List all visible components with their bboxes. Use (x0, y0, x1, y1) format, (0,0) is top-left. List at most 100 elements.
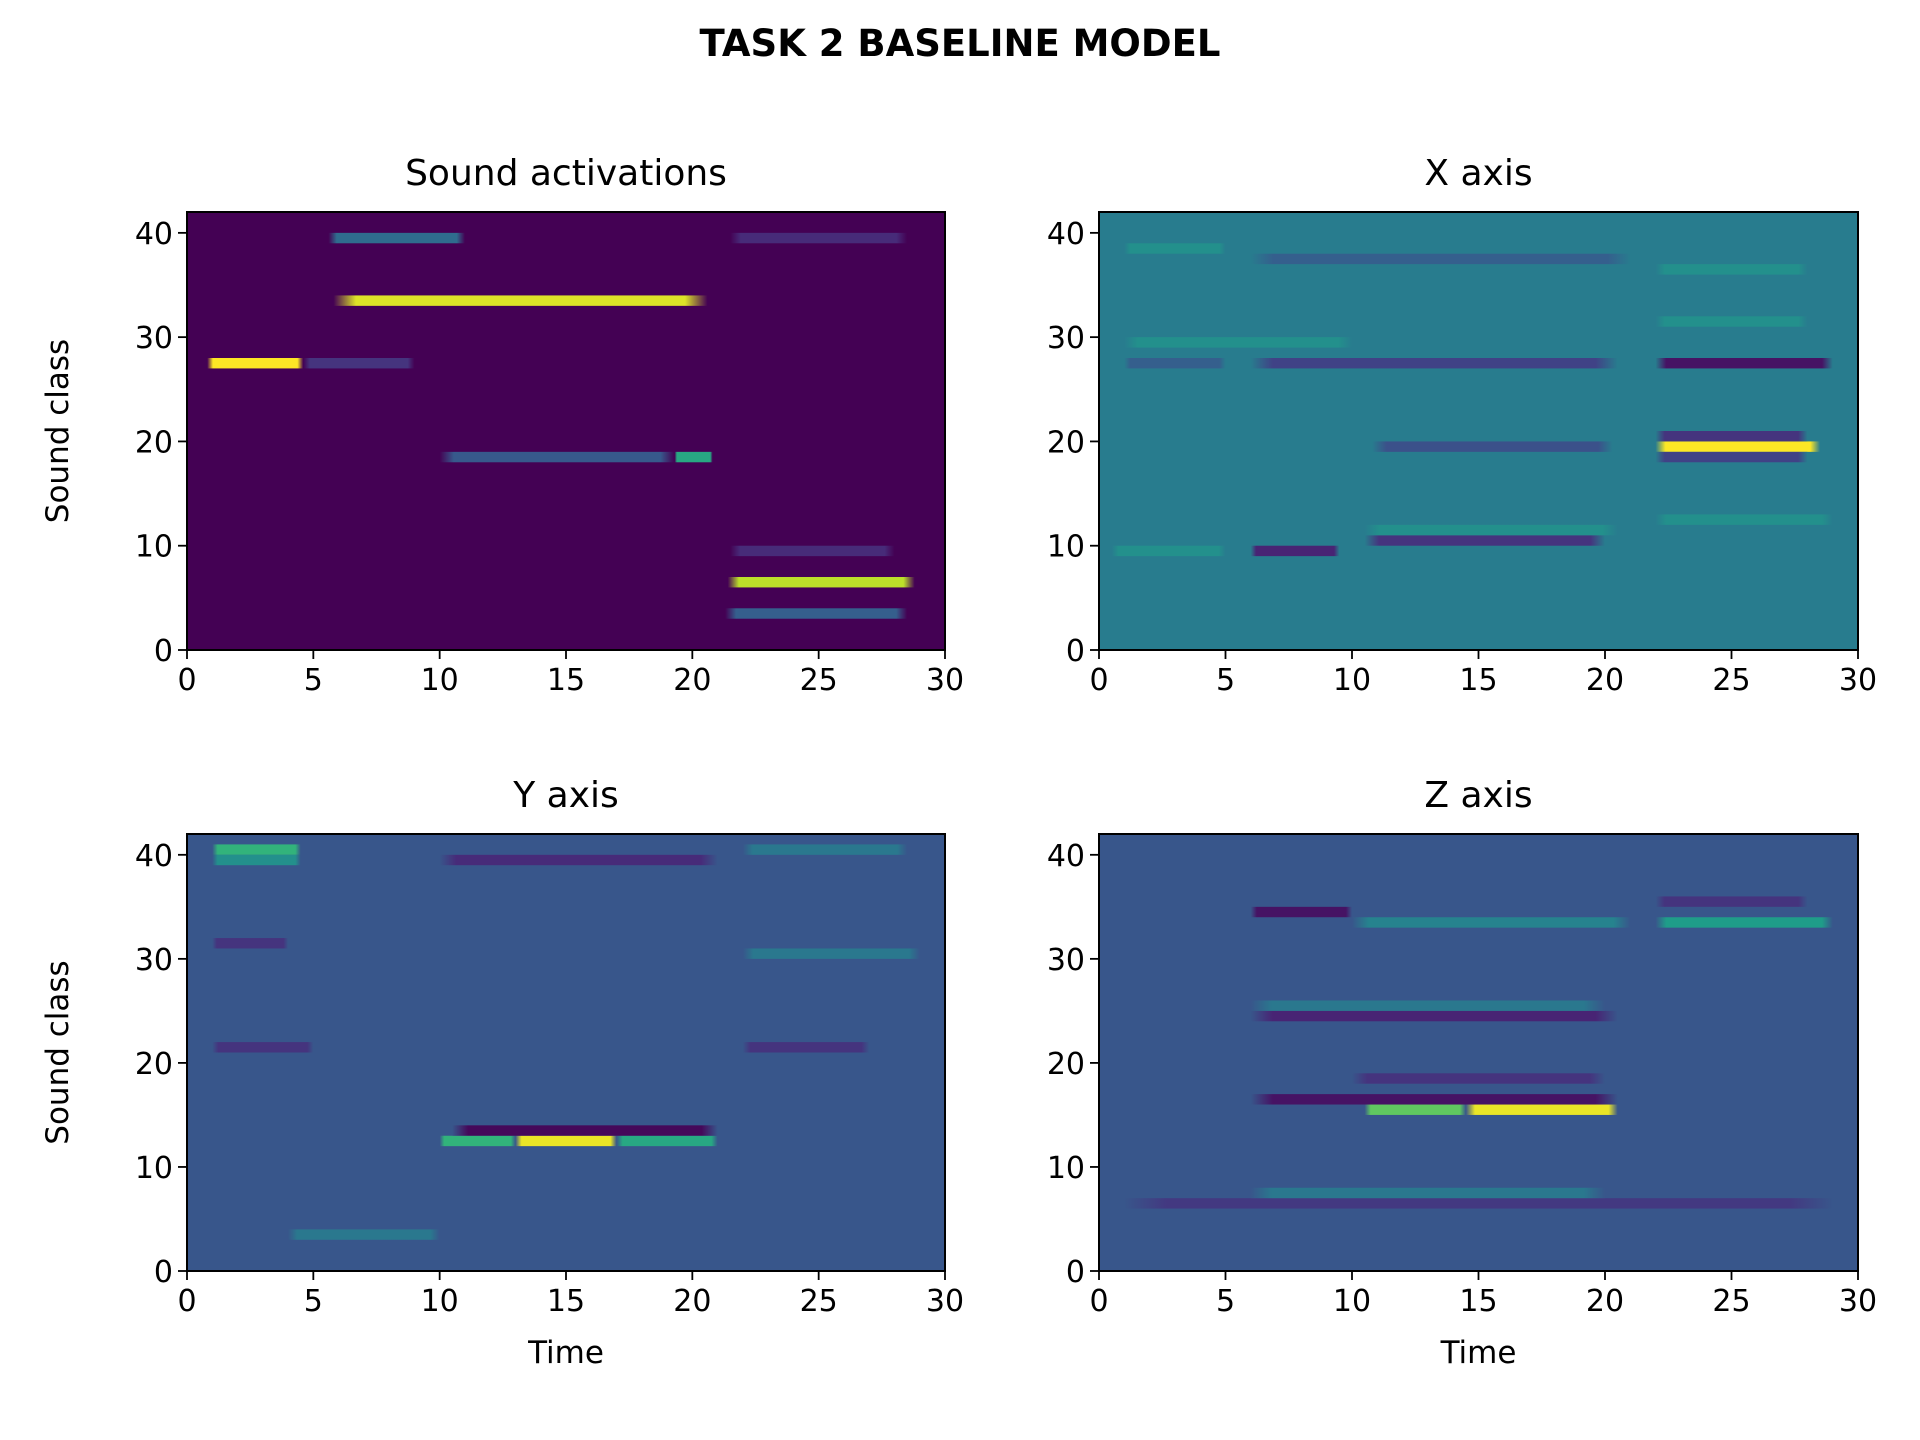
heatmap-band (1655, 431, 1808, 442)
x-axis-label: Time (1440, 1335, 1517, 1371)
x-axis-label: Time (527, 1335, 604, 1371)
heatmap-band (1111, 545, 1226, 557)
heatmap-band (1655, 441, 1821, 452)
heatmap-band (727, 577, 915, 588)
heatmap-band (515, 1135, 617, 1147)
heatmap-band (1250, 358, 1618, 369)
x-tick-label: 25 (1712, 1284, 1750, 1319)
x-tick-label: 10 (1333, 1284, 1371, 1319)
heatmap-band (1655, 896, 1808, 907)
x-tick-label: 30 (1839, 1284, 1877, 1319)
y-tick-label: 30 (135, 943, 173, 978)
x-tick-label: 20 (1586, 663, 1624, 698)
heatmap-band (616, 1135, 718, 1147)
y-tick-label: 0 (1066, 634, 1085, 669)
y-tick-label: 10 (135, 1151, 173, 1186)
heatmap-band (439, 451, 675, 463)
heatmap-band (1250, 1010, 1618, 1022)
x-tick-label: 15 (547, 1284, 585, 1319)
y-tick-label: 10 (135, 530, 173, 565)
heatmap-band (1124, 243, 1226, 254)
x-tick-label: 20 (673, 663, 711, 698)
heatmap-band (212, 938, 289, 949)
heatmap-band (674, 451, 713, 463)
y-tick-label: 30 (135, 321, 173, 356)
heatmap-band (1352, 917, 1631, 928)
y-tick-label: 0 (154, 634, 173, 669)
heatmap-band (212, 854, 301, 866)
x-tick-label: 20 (673, 1284, 711, 1319)
subplot-title: Sound activations (405, 153, 727, 194)
subplot-title: Y axis (512, 775, 619, 816)
x-tick-label: 5 (1216, 663, 1235, 698)
heatmap-band (212, 844, 301, 855)
x-tick-label: 25 (800, 663, 838, 698)
y-tick-label: 20 (135, 1047, 173, 1082)
y-tick-label: 0 (154, 1255, 173, 1290)
x-tick-label: 30 (926, 1284, 964, 1319)
x-tick-label: 25 (1712, 663, 1750, 698)
x-tick-label: 25 (800, 1284, 838, 1319)
y-tick-label: 40 (1047, 839, 1085, 874)
y-tick-label: 20 (135, 425, 173, 460)
x-tick-label: 10 (421, 1284, 459, 1319)
heatmap-band (1655, 316, 1808, 327)
x-tick-label: 15 (1459, 663, 1497, 698)
x-tick-label: 15 (547, 663, 585, 698)
x-tick-label: 0 (177, 663, 196, 698)
heatmap-band (730, 545, 895, 557)
x-tick-label: 5 (1216, 1284, 1235, 1319)
x-tick-label: 30 (926, 663, 964, 698)
heatmap-band (725, 608, 908, 619)
y-tick-label: 10 (1047, 1151, 1085, 1186)
heatmap-band (333, 295, 708, 306)
heatmap-band (1250, 545, 1340, 557)
heatmap-band (1655, 451, 1808, 463)
heatmap-band (1465, 1104, 1618, 1115)
heatmap-band (1124, 1198, 1833, 1209)
y-tick-label: 0 (1066, 1255, 1085, 1290)
heatmap-band (1655, 514, 1833, 525)
heatmap-band (1655, 358, 1833, 369)
x-tick-label: 0 (1089, 1284, 1108, 1319)
heatmap-band (212, 1042, 314, 1053)
y-tick-label: 40 (135, 217, 173, 252)
heatmap-band (1124, 358, 1226, 369)
y-tick-label: 10 (1047, 530, 1085, 565)
x-tick-label: 20 (1586, 1284, 1624, 1319)
heatmap-band (303, 358, 415, 369)
x-tick-label: 10 (421, 663, 459, 698)
y-tick-label: 40 (1047, 217, 1085, 252)
y-tick-label: 40 (135, 839, 173, 874)
y-tick-label: 30 (1047, 943, 1085, 978)
heatmap-band (452, 1125, 718, 1136)
heatmap-band (1364, 535, 1605, 546)
x-tick-label: 30 (1839, 663, 1877, 698)
x-tick-label: 15 (1459, 1284, 1497, 1319)
x-tick-label: 5 (304, 1284, 323, 1319)
heatmap-band (1364, 1104, 1466, 1115)
y-tick-label: 30 (1047, 321, 1085, 356)
heatmap-band (1364, 524, 1618, 536)
heatmap-band (1250, 906, 1352, 918)
heatmap-band (207, 358, 304, 369)
x-tick-label: 0 (177, 1284, 196, 1319)
heatmap-band (730, 232, 908, 244)
heatmap-band (742, 844, 908, 855)
x-tick-label: 0 (1089, 663, 1108, 698)
heatmap-band (742, 948, 920, 959)
heatmap-band (439, 854, 718, 866)
heatmap-band (1372, 441, 1613, 452)
subplot: 0 5 10 15 20 25 30 0 10 20 30 40 Sound activations So… (40, 153, 964, 698)
y-axis-label: Sound class (40, 339, 76, 523)
figure-title: TASK 2 BASELINE MODEL (699, 22, 1221, 65)
subplot-title: X axis (1424, 153, 1532, 194)
heatmap-band (1124, 337, 1352, 348)
subplot: 0 5 10 15 20 25 30 0 10 20 30 40 Z axis Time (1047, 775, 1877, 1371)
heatmap-band (1655, 917, 1833, 928)
subplot: 0 5 10 15 20 25 30 0 10 20 30 40 Y axis Time Sound cla… (40, 775, 964, 1371)
subplot-title: Z axis (1424, 775, 1532, 816)
heatmap-band (1250, 253, 1631, 265)
y-axis-label: Sound class (40, 960, 76, 1144)
y-tick-label: 20 (1047, 1047, 1085, 1082)
